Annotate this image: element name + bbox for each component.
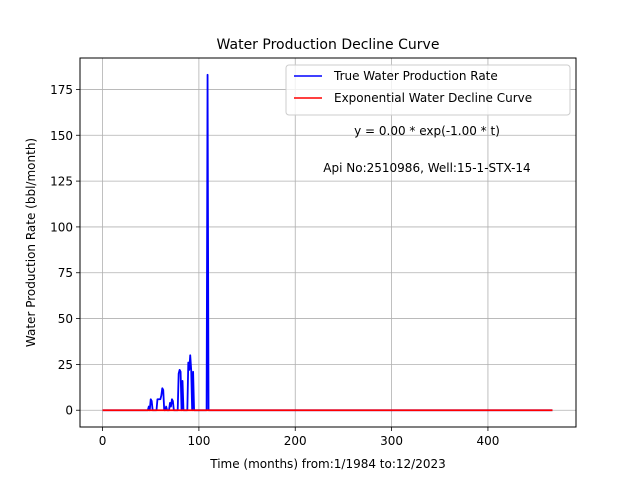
grid xyxy=(80,58,576,427)
chart-title: Water Production Decline Curve xyxy=(217,37,440,53)
x-tick-label-0: 0 xyxy=(99,434,107,448)
ticks: 0 100 200 300 400 0 25 50 75 100 125 150 175 xyxy=(50,83,499,448)
y-tick-label-125: 125 xyxy=(50,175,73,189)
y-tick-label-0: 0 xyxy=(65,404,73,418)
y-axis-label: Water Production Rate (bbl/month) xyxy=(24,138,38,347)
y-tick-label-150: 150 xyxy=(50,129,73,143)
legend-box xyxy=(285,64,571,116)
well-info-annotation: Api No:2510986, Well:15-1-STX-14 xyxy=(323,161,530,175)
y-tick-label-175: 175 xyxy=(50,83,73,97)
x-tick-label-300: 300 xyxy=(380,434,403,448)
x-tick-label-100: 100 xyxy=(187,434,210,448)
y-tick-label-50: 50 xyxy=(58,312,73,326)
legend-label-true-water: True Water Production Rate xyxy=(333,69,498,83)
legend: True Water Production Rate Exponential W… xyxy=(285,64,571,116)
plot-frame xyxy=(79,57,577,428)
y-tick-label-75: 75 xyxy=(58,266,73,280)
x-axis-label: Time (months) from:1/1984 to:12/2023 xyxy=(209,457,446,471)
series-group xyxy=(102,73,553,412)
y-tick-label-100: 100 xyxy=(50,220,73,234)
fit-equation-annotation: y = 0.00 * exp(-1.00 * t) xyxy=(354,124,500,138)
legend-label-exponential: Exponential Water Decline Curve xyxy=(334,91,532,105)
x-tick-label-200: 200 xyxy=(284,434,307,448)
x-tick-label-400: 400 xyxy=(476,434,499,448)
y-tick-label-25: 25 xyxy=(58,358,73,372)
